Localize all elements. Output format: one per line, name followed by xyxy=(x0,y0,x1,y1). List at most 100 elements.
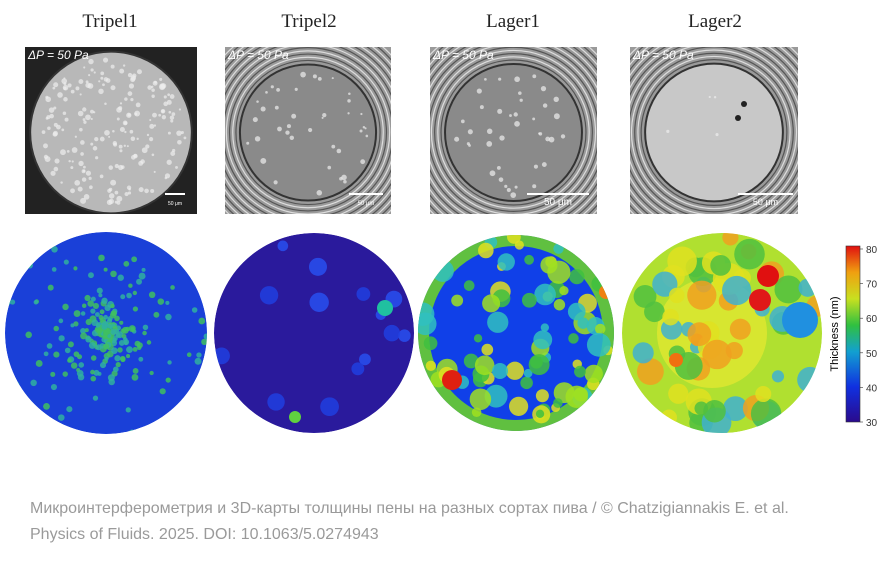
fleck xyxy=(359,129,363,133)
fleck xyxy=(560,134,566,139)
blob xyxy=(96,323,101,328)
colorbar xyxy=(845,245,861,423)
fleck xyxy=(130,136,136,142)
fleck xyxy=(108,135,111,138)
fleck xyxy=(254,136,261,142)
fleck xyxy=(542,103,548,108)
fleck xyxy=(327,165,332,170)
blob xyxy=(98,254,105,262)
fleck xyxy=(57,92,63,98)
blob xyxy=(103,267,108,272)
fleck xyxy=(321,116,324,120)
blob xyxy=(534,283,556,306)
blob xyxy=(320,397,339,417)
fleck xyxy=(85,170,92,176)
blob xyxy=(142,330,147,336)
blob xyxy=(722,275,752,306)
dot xyxy=(735,115,741,121)
blob xyxy=(73,321,79,327)
blob xyxy=(58,414,65,421)
blob xyxy=(116,331,124,339)
fleck xyxy=(364,127,367,130)
fleck xyxy=(541,162,547,168)
blob xyxy=(103,330,109,336)
fleck xyxy=(127,72,133,78)
fleck xyxy=(506,188,511,193)
fleck xyxy=(103,77,109,82)
figure: Thickness (nm) Tripel1 ΔP = 50 Pa 50 μm Tri… xyxy=(0,11,878,434)
fringe xyxy=(434,53,593,212)
scale-bar-label: 50 μm xyxy=(358,201,375,207)
fleck xyxy=(88,176,92,180)
fleck xyxy=(71,160,74,163)
blob xyxy=(482,294,501,313)
fleck xyxy=(70,166,74,170)
thickness-map xyxy=(214,233,414,433)
fleck xyxy=(136,137,139,140)
blob xyxy=(132,290,137,296)
fleck xyxy=(135,102,141,108)
blob xyxy=(442,370,462,390)
fleck xyxy=(285,130,290,135)
fleck xyxy=(176,130,182,136)
fleck xyxy=(168,110,172,114)
fleck xyxy=(90,142,94,146)
blob xyxy=(203,333,207,340)
blob xyxy=(50,383,58,391)
blob xyxy=(478,242,494,259)
blob xyxy=(126,354,131,359)
fleck xyxy=(713,96,717,99)
fleck xyxy=(63,97,68,102)
fleck xyxy=(260,106,266,112)
blob xyxy=(12,381,20,389)
blob xyxy=(201,338,207,346)
fleck xyxy=(504,184,508,188)
fleck xyxy=(60,149,66,156)
blob xyxy=(92,395,99,401)
fleck xyxy=(177,139,182,145)
fleck xyxy=(68,159,71,163)
fleck xyxy=(127,113,131,117)
blob xyxy=(108,378,115,386)
fleck xyxy=(99,174,104,179)
fleck xyxy=(110,179,117,186)
fleck xyxy=(66,149,70,153)
blob xyxy=(0,355,5,361)
fleck xyxy=(62,111,67,115)
fleck xyxy=(548,136,555,143)
blob xyxy=(474,355,495,376)
fleck xyxy=(151,153,155,157)
blob xyxy=(90,355,97,361)
fleck xyxy=(124,97,128,101)
fringe xyxy=(235,59,381,206)
blob xyxy=(126,292,132,299)
blob xyxy=(599,285,613,299)
fleck xyxy=(256,100,259,103)
blob xyxy=(138,356,144,362)
blob xyxy=(702,339,732,370)
fleck xyxy=(122,120,128,126)
blob xyxy=(50,371,56,377)
fleck xyxy=(167,93,171,97)
fleck xyxy=(70,188,75,194)
fleck xyxy=(54,158,60,164)
blob xyxy=(100,362,107,369)
blob xyxy=(120,294,126,300)
fleck xyxy=(107,188,112,193)
fleck xyxy=(486,141,493,147)
fleck xyxy=(140,159,145,164)
fleck xyxy=(43,143,48,149)
fleck xyxy=(170,151,176,156)
blob xyxy=(43,351,49,357)
blob xyxy=(134,340,141,347)
fleck xyxy=(114,163,119,169)
blob xyxy=(165,313,172,321)
fleck xyxy=(154,80,157,84)
blob xyxy=(132,346,138,352)
blob xyxy=(309,292,329,313)
blob xyxy=(26,261,34,269)
blob xyxy=(383,324,401,342)
fleck xyxy=(53,166,59,172)
blob xyxy=(734,238,765,270)
fleck xyxy=(85,114,91,121)
